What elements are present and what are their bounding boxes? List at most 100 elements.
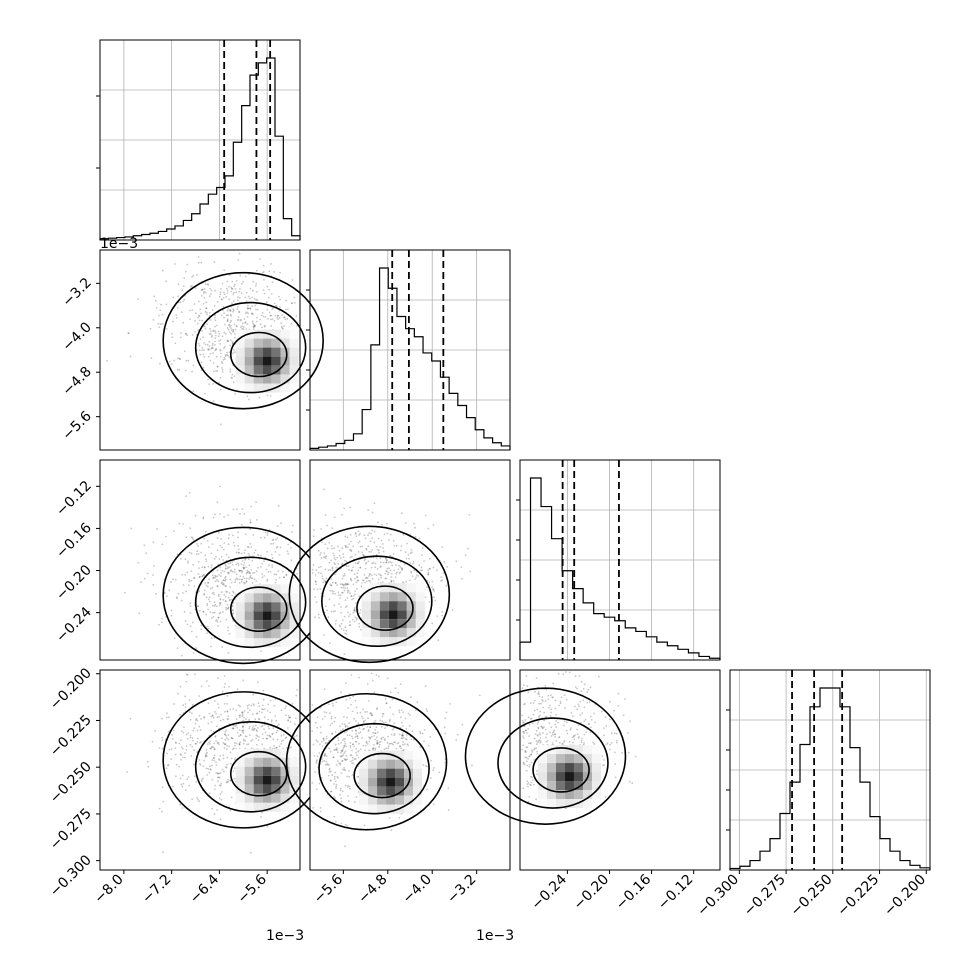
sample-point (347, 784, 350, 787)
sample-point (339, 789, 342, 792)
density-cell (262, 620, 272, 630)
sample-point (232, 727, 235, 730)
contour-line (285, 692, 448, 831)
sample-point (212, 616, 215, 618)
sample-point (408, 557, 410, 560)
sample-point (329, 724, 332, 727)
sample-point (427, 573, 430, 576)
sample-point (208, 295, 211, 297)
sample-point (183, 610, 186, 613)
sample-point (340, 750, 343, 752)
sample-point (402, 533, 405, 536)
density-cell (280, 365, 290, 375)
sample-point (246, 577, 248, 580)
sample-point (217, 772, 219, 775)
sample-point (409, 552, 412, 554)
sample-point (399, 549, 402, 552)
sample-point (348, 734, 351, 737)
sample-point (212, 330, 215, 332)
sample-point (199, 764, 202, 766)
sample-point (214, 332, 217, 334)
sample-point (202, 516, 205, 519)
sample-point (261, 312, 264, 314)
sample-point (210, 637, 213, 639)
sample-point (279, 271, 281, 274)
sample-point (224, 600, 227, 603)
contour-line (229, 331, 288, 378)
sample-point (262, 708, 265, 711)
sample-point (252, 693, 255, 696)
sample-point (525, 769, 528, 772)
sample-point (382, 547, 384, 549)
sample-point (469, 570, 472, 573)
sample-point (440, 576, 443, 579)
sample-point (296, 689, 298, 691)
sample-point (242, 328, 245, 330)
sample-point (523, 725, 526, 728)
sample-point (190, 755, 193, 757)
density-cell (235, 793, 245, 803)
sample-point (170, 748, 173, 750)
sample-point (332, 704, 335, 707)
sample-point (266, 551, 268, 553)
sample-point (337, 777, 339, 779)
sample-point (232, 331, 234, 333)
sample-point (207, 581, 210, 584)
sample-point (331, 567, 334, 570)
sample-point (209, 287, 212, 290)
sample-point (356, 579, 359, 582)
density-cell (235, 802, 245, 812)
sample-point (316, 588, 319, 591)
sample-point (325, 577, 328, 580)
sample-point (383, 533, 386, 536)
sample-point (426, 765, 428, 768)
sample-point (363, 534, 366, 537)
sample-point (366, 743, 369, 745)
sample-point (229, 562, 232, 564)
sample-point (365, 547, 368, 550)
sample-point (427, 744, 430, 747)
sample-point (248, 727, 251, 730)
sample-point (269, 699, 272, 702)
density-cell (289, 602, 299, 612)
sample-point (364, 537, 367, 540)
sample-point (210, 715, 213, 718)
sample-point (341, 591, 343, 594)
sample-point (242, 575, 245, 578)
sample-point (579, 714, 582, 716)
sample-point (212, 757, 215, 759)
sample-point (613, 732, 616, 735)
sample-point (564, 671, 567, 673)
density-cell (280, 593, 290, 603)
density-cell (386, 804, 396, 814)
sample-point (212, 383, 215, 385)
sample-point (185, 745, 188, 747)
sample-point (219, 349, 222, 352)
density-cell (370, 601, 380, 611)
sample-point (238, 742, 241, 745)
sample-point (155, 307, 158, 309)
sample-point (179, 336, 182, 339)
sample-point (389, 742, 392, 745)
sample-point (229, 370, 232, 373)
sample-point (207, 565, 210, 568)
sample-point (533, 783, 535, 786)
sample-point (228, 356, 231, 359)
sample-point (334, 743, 337, 746)
sample-point (536, 723, 539, 725)
sample-point (522, 744, 524, 747)
sample-point (550, 735, 553, 737)
sample-point (402, 741, 404, 743)
sample-point (219, 291, 222, 294)
sample-point (173, 637, 176, 640)
sample-point (207, 598, 210, 601)
sample-point (181, 289, 184, 292)
sample-point (172, 296, 175, 299)
sample-point (287, 714, 290, 717)
sample-point (395, 747, 398, 750)
sample-point (558, 736, 561, 738)
density-cell (253, 793, 263, 803)
sample-point (191, 276, 194, 278)
density-cell (573, 772, 583, 782)
sample-point (563, 694, 566, 696)
